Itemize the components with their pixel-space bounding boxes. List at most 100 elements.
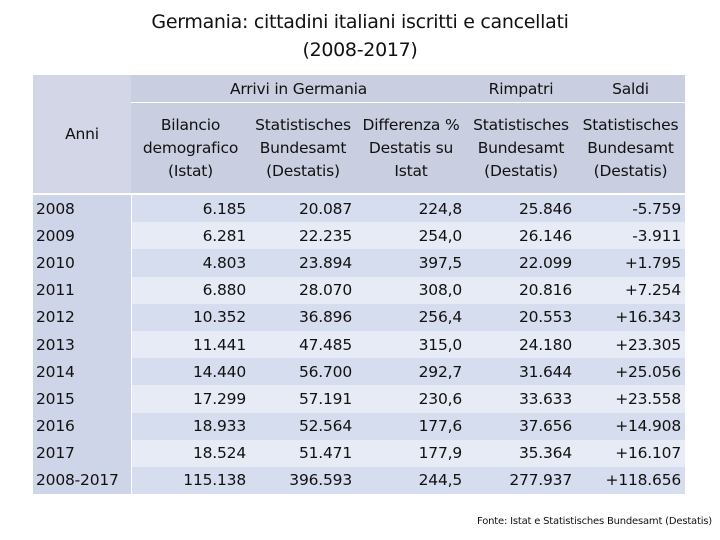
value-cell: 22.099 — [466, 249, 577, 277]
value-cell: 47.485 — [250, 330, 356, 359]
year-cell: 2008-2017 — [33, 466, 132, 495]
group-header-arrivi: Arrivi in Germania — [131, 75, 467, 103]
title-line-1: Germania: cittadini italiani iscritti e … — [151, 11, 569, 33]
table-row: 2011 6.880 28.070 308,0 20.816 +7.254 — [33, 276, 686, 304]
column-header: Statistisches Bundesamt (Destatis) — [250, 102, 356, 194]
year-cell: 2016 — [33, 412, 132, 440]
value-cell: 224,8 — [356, 192, 467, 223]
table-body: 2008 6.185 20.087 224,8 25.846 -5.759 2009 6.28… — [33, 192, 686, 495]
value-cell: 52.564 — [250, 412, 356, 440]
year-cell: 2013 — [33, 330, 132, 359]
value-cell: 57.191 — [250, 385, 356, 413]
column-header-line: Destatis su — [368, 138, 454, 157]
value-cell: 20.553 — [466, 303, 577, 331]
value-cell: +7.254 — [576, 276, 686, 304]
value-cell: 25.846 — [466, 192, 577, 223]
group-header-rimpatri: Rimpatri — [466, 75, 577, 103]
value-cell: +16.107 — [576, 439, 686, 467]
value-cell: 18.524 — [131, 439, 250, 467]
value-cell: +1.795 — [576, 249, 686, 277]
value-cell: 22.235 — [250, 222, 356, 250]
year-cell: 2012 — [33, 303, 132, 331]
value-cell: 115.138 — [131, 466, 250, 495]
column-header: Statistisches Bundesamt (Destatis) — [466, 102, 577, 194]
column-header-line: Bundesamt — [477, 138, 565, 157]
column-header-line: Istat — [394, 161, 428, 180]
table-row: 2014 14.440 56.700 292,7 31.644 +25.056 — [33, 358, 686, 386]
value-cell: +16.343 — [576, 303, 686, 331]
value-cell: 256,4 — [356, 303, 467, 331]
column-header-line: (Destatis) — [593, 161, 668, 180]
value-cell: +23.558 — [576, 385, 686, 413]
column-header-line: Statistisches — [473, 115, 569, 134]
year-cell: 2017 — [33, 439, 132, 467]
value-cell: 277.937 — [466, 466, 577, 495]
value-cell: 33.633 — [466, 385, 577, 413]
value-cell: 4.803 — [131, 249, 250, 277]
column-header-line: Statistisches — [255, 115, 351, 134]
value-cell: 31.644 — [466, 358, 577, 386]
table-row: 2008 6.185 20.087 224,8 25.846 -5.759 — [33, 192, 686, 223]
value-cell: +25.056 — [576, 358, 686, 386]
value-cell: 6.880 — [131, 276, 250, 304]
column-header-line: Statistisches — [582, 115, 679, 134]
value-cell: +14.908 — [576, 412, 686, 440]
table-row: 2008-2017 115.138 396.593 244,5 277.937 +118.… — [33, 466, 686, 495]
value-cell: 315,0 — [356, 330, 467, 359]
value-cell: 396.593 — [250, 466, 356, 495]
anni-label: Anni — [65, 125, 99, 143]
value-cell: 51.471 — [250, 439, 356, 467]
column-header-line: Bundesamt — [259, 138, 347, 157]
value-cell: 23.894 — [250, 249, 356, 277]
value-cell: 35.364 — [466, 439, 577, 467]
value-cell: +23.305 — [576, 330, 686, 359]
value-cell: +118.656 — [576, 466, 686, 495]
page-title: Germania: cittadini italiani iscritti e … — [0, 8, 720, 64]
data-table: Anni Arrivi in Germania Rimpatri Saldi B… — [33, 75, 686, 495]
column-header-line: Bundesamt — [587, 138, 674, 157]
table-row: 2009 6.281 22.235 254,0 26.146 -3.911 — [33, 222, 686, 250]
value-cell: 308,0 — [356, 276, 467, 304]
title-line-2: (2008-2017) — [302, 39, 418, 61]
group-header-saldi: Saldi — [576, 75, 686, 103]
value-cell: 26.146 — [466, 222, 577, 250]
value-cell: 28.070 — [250, 276, 356, 304]
value-cell: 6.281 — [131, 222, 250, 250]
year-cell: 2014 — [33, 358, 132, 386]
column-header: Bilancio demografico (Istat) — [131, 102, 250, 194]
value-cell: 244,5 — [356, 466, 467, 495]
value-cell: 177,9 — [356, 439, 467, 467]
value-cell: 230,6 — [356, 385, 467, 413]
table-row: 2010 4.803 23.894 397,5 22.099 +1.795 — [33, 249, 686, 277]
value-cell: 20.087 — [250, 192, 356, 223]
year-cell: 2010 — [33, 249, 132, 277]
value-cell: 10.352 — [131, 303, 250, 331]
value-cell: 14.440 — [131, 358, 250, 386]
value-cell: 17.299 — [131, 385, 250, 413]
value-cell: 36.896 — [250, 303, 356, 331]
value-cell: 56.700 — [250, 358, 356, 386]
anni-header: Anni — [33, 75, 131, 194]
value-cell: 18.933 — [131, 412, 250, 440]
table-row: 2017 18.524 51.471 177,9 35.364 +16.107 — [33, 439, 686, 467]
column-header-line: (Destatis) — [266, 161, 340, 180]
table-row: 2016 18.933 52.564 177,6 37.656 +14.908 — [33, 412, 686, 440]
value-cell: -5.759 — [576, 192, 686, 223]
value-cell: 11.441 — [131, 330, 250, 359]
table-row: 2012 10.352 36.896 256,4 20.553 +16.343 — [33, 303, 686, 331]
value-cell: 37.656 — [466, 412, 577, 440]
value-cell: 24.180 — [466, 330, 577, 359]
column-header-line: (Istat) — [168, 161, 213, 180]
value-cell: 20.816 — [466, 276, 577, 304]
value-cell: -3.911 — [576, 222, 686, 250]
year-cell: 2009 — [33, 222, 132, 250]
column-header: Differenza % Destatis su Istat — [356, 102, 467, 194]
column-header-line: Differenza % — [362, 115, 460, 134]
year-cell: 2015 — [33, 385, 132, 413]
source-note: Fonte: Istat e Statistisches Bundesamt (… — [477, 516, 712, 527]
table-row: 2015 17.299 57.191 230,6 33.633 +23.558 — [33, 385, 686, 413]
year-cell: 2011 — [33, 276, 132, 304]
column-header-line: demografico — [142, 138, 239, 157]
value-cell: 254,0 — [356, 222, 467, 250]
column-header-line: Bilancio — [160, 115, 221, 134]
